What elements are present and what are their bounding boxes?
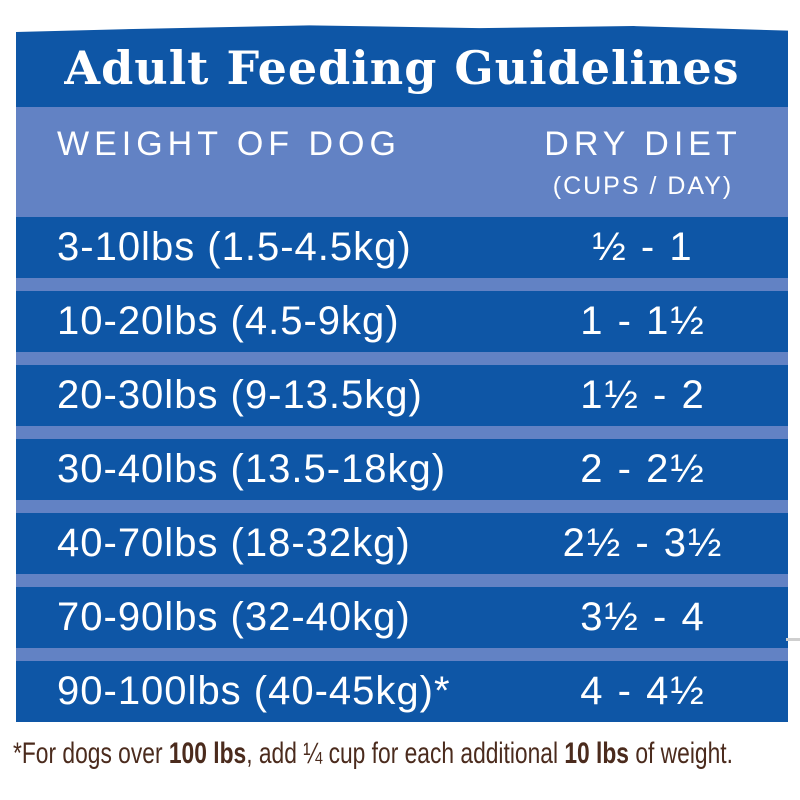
cups-cell: 1 - 1½ xyxy=(580,299,706,343)
weight-cell: 3-10lbs (1.5-4.5kg) xyxy=(57,225,412,269)
feeding-guidelines-table: Adult Feeding Guidelines WEIGHT OF DOG D… xyxy=(16,25,788,722)
footnote-text: , add ¼ cup for each additional xyxy=(246,737,565,770)
table-row: 20-30lbs (9-13.5kg) 1½ - 2 xyxy=(16,365,788,426)
table-row: 10-20lbs (4.5-9kg) 1 - 1½ xyxy=(16,291,788,352)
row-divider xyxy=(16,426,788,439)
footnote: *For dogs over 100 lbs, add ¼ cup for ea… xyxy=(13,737,733,771)
weight-cell: 70-90lbs (32-40kg) xyxy=(57,595,411,639)
weight-cell: 20-30lbs (9-13.5kg) xyxy=(57,373,423,417)
cups-cell: ½ - 1 xyxy=(592,225,694,269)
weight-cell: 40-70lbs (18-32kg) xyxy=(57,521,411,565)
table-header-row: WEIGHT OF DOG DRY DIET (CUPS / DAY) xyxy=(16,107,788,217)
table-row: 70-90lbs (32-40kg) 3½ - 4 xyxy=(16,587,788,648)
column-header-weight: WEIGHT OF DOG xyxy=(57,125,401,163)
row-divider xyxy=(16,574,788,587)
row-divider xyxy=(16,278,788,291)
table-row: 40-70lbs (18-32kg) 2½ - 3½ xyxy=(16,513,788,574)
footnote-bold-10lbs: 10 lbs xyxy=(564,737,629,770)
table-title: Adult Feeding Guidelines xyxy=(64,41,740,95)
scan-artifact-line xyxy=(786,638,800,641)
table-title-band: Adult Feeding Guidelines xyxy=(16,25,788,107)
cups-cell: 2 - 2½ xyxy=(580,447,706,491)
cups-cell: 1½ - 2 xyxy=(580,373,706,417)
row-divider xyxy=(16,352,788,365)
footnote-text: of weight. xyxy=(628,737,733,770)
weight-cell: 10-20lbs (4.5-9kg) xyxy=(57,299,400,343)
row-divider xyxy=(16,500,788,513)
column-header-dry-diet-label: DRY DIET xyxy=(544,125,742,163)
row-divider xyxy=(16,648,788,661)
table-row: 30-40lbs (13.5-18kg) 2 - 2½ xyxy=(16,439,788,500)
cups-cell: 4 - 4½ xyxy=(580,669,706,713)
table-row: 3-10lbs (1.5-4.5kg) ½ - 1 xyxy=(16,217,788,278)
weight-cell: 30-40lbs (13.5-18kg) xyxy=(57,447,447,491)
column-header-dry-diet-sublabel: (CUPS / DAY) xyxy=(552,172,734,200)
cups-cell: 2½ - 3½ xyxy=(562,521,724,565)
column-header-dry-diet: DRY DIET (CUPS / DAY) xyxy=(498,125,788,201)
weight-cell: 90-100lbs (40-45kg)* xyxy=(57,669,451,713)
footnote-text: *For dogs over xyxy=(13,737,169,770)
table-row: 90-100lbs (40-45kg)* 4 - 4½ xyxy=(16,661,788,722)
cups-cell: 3½ - 4 xyxy=(580,595,706,639)
footnote-bold-100lbs: 100 lbs xyxy=(168,737,247,770)
